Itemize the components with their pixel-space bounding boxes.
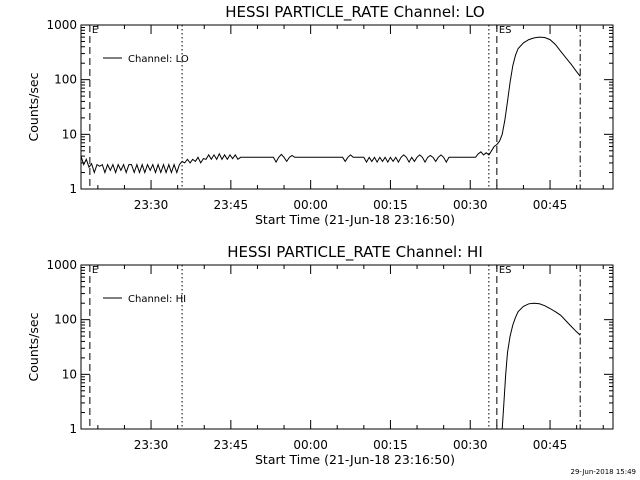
- y-tick-label: 1: [69, 182, 77, 196]
- plot-frame: [80, 24, 614, 190]
- y-axis-label: Counts/sec: [26, 312, 41, 381]
- x-tick-label: 23:45: [214, 438, 249, 452]
- x-tick-label: 23:45: [214, 198, 249, 212]
- x-tick-label: 00:30: [453, 198, 488, 212]
- x-tick-label: 00:15: [373, 198, 408, 212]
- footer-timestamp: 29-Jun-2018 15:49: [571, 468, 637, 476]
- x-tick-label: 00:15: [373, 438, 408, 452]
- event-marker-label: ES: [499, 265, 512, 276]
- x-axis-label: Start Time (21-Jun-18 23:16:50): [255, 452, 455, 467]
- x-axis-label: Start Time (21-Jun-18 23:16:50): [255, 212, 455, 227]
- series-line: [501, 302, 581, 430]
- x-tick-label: 00:45: [533, 438, 568, 452]
- x-tick-label: 23:30: [134, 198, 169, 212]
- y-tick-label: 1: [69, 422, 77, 436]
- chart-title: HESSI PARTICLE_RATE Channel: LO: [225, 3, 484, 22]
- x-tick-label: 00:00: [293, 438, 328, 452]
- y-tick-label: 100: [54, 313, 77, 327]
- y-tick-label: 10: [62, 127, 77, 141]
- x-tick-label: 00:00: [293, 198, 328, 212]
- plot-frame: [80, 264, 614, 430]
- event-marker-label: E: [92, 25, 98, 36]
- y-tick-label: 10: [62, 367, 77, 381]
- chart-title: HESSI PARTICLE_RATE Channel: HI: [227, 243, 483, 262]
- event-marker-label: E: [92, 265, 98, 276]
- y-tick-label: 1000: [46, 258, 77, 272]
- event-marker-label: ES: [499, 25, 512, 36]
- x-tick-label: 23:30: [134, 438, 169, 452]
- y-tick-label: 1000: [46, 18, 77, 32]
- y-tick-label: 100: [54, 73, 77, 87]
- x-tick-label: 00:45: [533, 198, 568, 212]
- y-axis-label: Counts/sec: [26, 72, 41, 141]
- series-line: [80, 36, 581, 175]
- legend-label: Channel: LO: [128, 54, 189, 65]
- legend-label: Channel: HI: [128, 294, 186, 305]
- x-tick-label: 00:30: [453, 438, 488, 452]
